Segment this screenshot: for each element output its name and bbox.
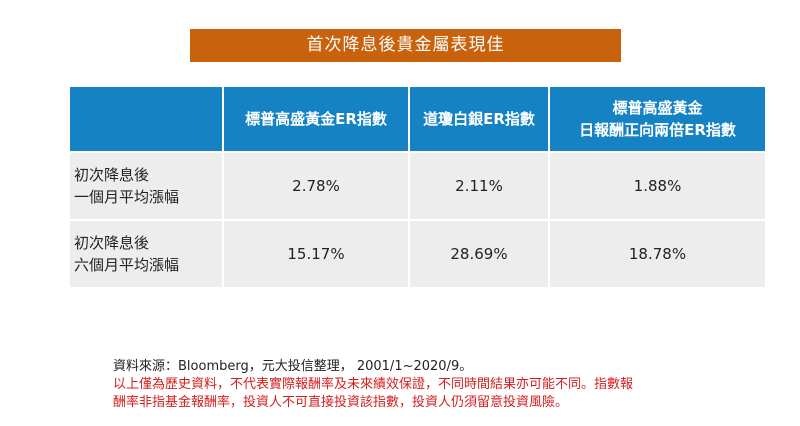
table-cell: 18.78% [550,219,765,287]
table-row: 初次降息後 一個月平均漲幅 2.78% 2.11% 1.88% [70,151,765,219]
header-gold-2x-er-index: 標普高盛黃金 日報酬正向兩倍ER指數 [550,87,765,151]
table-cell: 15.17% [224,219,410,287]
row-label: 初次降息後 六個月平均漲幅 [70,219,224,287]
disclaimer-line: 酬率非指基金報酬率，投資人不可直接投資該指數，投資人仍須留意投資風險。 [113,395,569,410]
source-note: 資料來源：Bloomberg，元大投信整理， 2001/1~2020/9。 [113,359,473,374]
comparison-table: 標普高盛黃金ER指數 道瓊白銀ER指數 標普高盛黃金 日報酬正向兩倍ER指數 初… [70,87,765,287]
header-line: 道瓊白銀ER指數 [423,110,535,128]
chart-title: 首次降息後貴金屬表現佳 [190,29,621,62]
row-label: 初次降息後 一個月平均漲幅 [70,151,224,219]
table-cell: 28.69% [410,219,550,287]
footnotes: 資料來源：Bloomberg，元大投信整理， 2001/1~2020/9。 以上… [113,358,763,412]
row-label-line: 初次降息後 [74,234,150,252]
table-cell: 1.88% [550,151,765,219]
header-row: 標普高盛黃金ER指數 道瓊白銀ER指數 標普高盛黃金 日報酬正向兩倍ER指數 [70,87,765,151]
row-label-line: 初次降息後 [74,166,150,184]
disclaimer-line: 以上僅為歷史資料，不代表實際報酬率及未來績效保證，不同時間結果亦可能不同。指數報 [113,377,634,392]
header-line: 標普高盛黃金ER指數 [245,110,387,128]
header-empty-cell [70,87,224,151]
header-line: 日報酬正向兩倍ER指數 [579,121,736,139]
table-cell: 2.78% [224,151,410,219]
header-silver-er-index: 道瓊白銀ER指數 [410,87,550,151]
header-gold-er-index: 標普高盛黃金ER指數 [224,87,410,151]
table-cell: 2.11% [410,151,550,219]
table-row: 初次降息後 六個月平均漲幅 15.17% 28.69% 18.78% [70,219,765,287]
row-label-line: 六個月平均漲幅 [74,256,180,274]
row-label-line: 一個月平均漲幅 [74,188,180,206]
header-line: 標普高盛黃金 [612,99,703,117]
